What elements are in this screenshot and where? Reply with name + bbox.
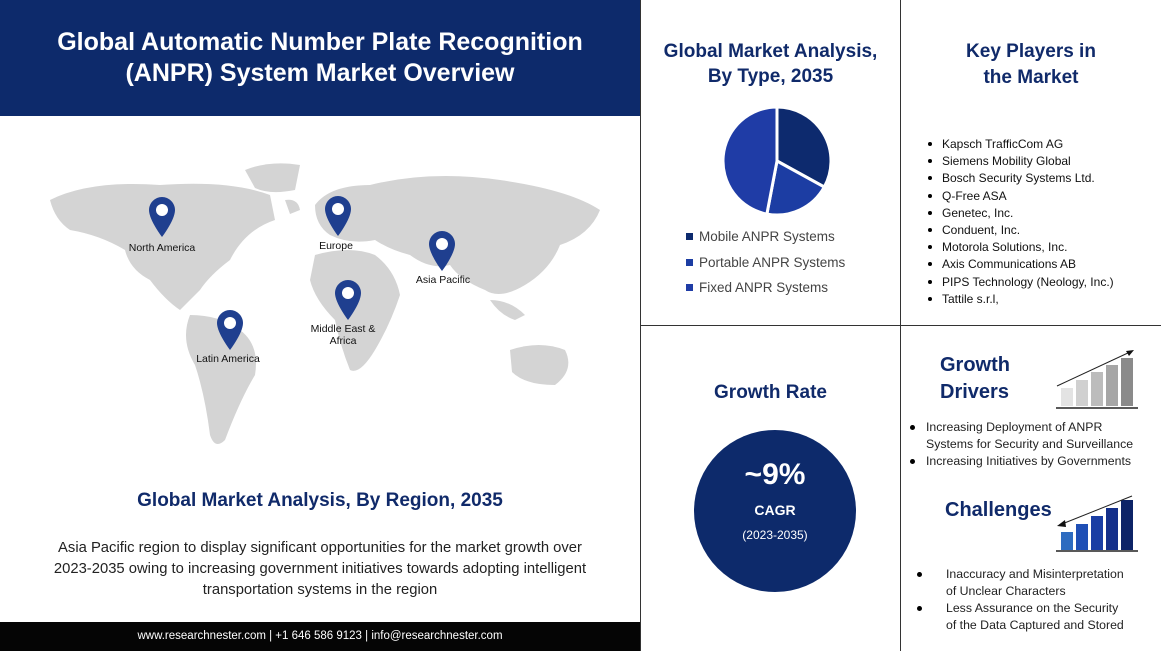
- title-line: By Type, 2035: [707, 66, 834, 87]
- key-player-item: Kapsch TrafficCom AG: [928, 136, 1114, 153]
- legend-label: Mobile ANPR Systems: [699, 229, 835, 244]
- title-line-1: Global Automatic Number Plate Recognitio…: [57, 28, 583, 56]
- item-line: Increasing Initiatives by Governments: [926, 454, 1132, 468]
- legend-swatch: [686, 258, 693, 266]
- region-label: Europe: [319, 240, 353, 252]
- key-player-item: Bosch Security Systems Ltd.: [928, 170, 1114, 187]
- challenges-list: Inaccuracy and Misinterpretation of Uncle…: [915, 566, 1124, 634]
- title-line: Key Players in: [966, 41, 1096, 62]
- growth-drivers-title: Growth Drivers: [940, 352, 1010, 406]
- legend-item: Fixed ANPR Systems: [686, 275, 845, 301]
- key-player-item: Axis Communications AB: [928, 256, 1114, 273]
- legend-item: Mobile ANPR Systems: [686, 224, 845, 250]
- pie-slice-fixed-anpr-systems: [721, 105, 779, 216]
- legend-label: Portable ANPR Systems: [699, 254, 846, 270]
- cagr-circle: ~9% CAGR (2023-2035): [694, 430, 856, 592]
- title-line: Growth: [940, 354, 1010, 376]
- item-line: Systems for Security and Surveillance: [926, 437, 1134, 451]
- key-player-item: PIPS Technology (Neology, Inc.): [928, 274, 1114, 291]
- map-pin-icon: [429, 231, 455, 271]
- cagr-period: (2023-2035): [742, 528, 808, 542]
- key-player-item: Conduent, Inc.: [928, 222, 1114, 239]
- key-player-item: Genetec, Inc.: [928, 205, 1114, 222]
- divider: [640, 325, 1161, 326]
- type-section-title: Global Market Analysis, By Type, 2035: [641, 39, 900, 89]
- key-player-item: Motorola Solutions, Inc.: [928, 239, 1114, 256]
- legend-item: Portable ANPR Systems: [686, 250, 845, 276]
- map-pin-icon: [149, 197, 175, 237]
- challenge-item: Less Assurance on the Security of the Dat…: [915, 600, 1124, 634]
- region-label: Latin America: [196, 353, 260, 365]
- cagr-value: ~9%: [744, 458, 806, 491]
- key-player-item: Q-Free ASA: [928, 188, 1114, 205]
- page-title: Global Automatic Number Plate Recognitio…: [0, 0, 640, 116]
- key-player-item: Siemens Mobility Global: [928, 153, 1114, 170]
- region-label: Middle East & Africa: [310, 323, 376, 347]
- map-pin-icon: [335, 280, 361, 320]
- region-label: Asia Pacific: [415, 274, 471, 286]
- legend-label: Fixed ANPR Systems: [699, 280, 829, 295]
- map-pin-icon: [325, 196, 351, 236]
- item-line: Less Assurance on the Security: [946, 601, 1119, 615]
- growth-chart-icon: [1056, 350, 1138, 409]
- item-line: of the Data Captured and Stored: [946, 618, 1124, 632]
- key-players-title: Key Players in the Market: [901, 39, 1161, 91]
- pie-legend: Mobile ANPR Systems Portable ANPR System…: [686, 224, 845, 301]
- world-map: [50, 163, 600, 444]
- item-line: Increasing Deployment of ANPR: [926, 420, 1103, 434]
- cagr-label: CAGR: [754, 502, 796, 518]
- pie-chart: [721, 105, 833, 217]
- pie-slice-portable-anpr-systems: [765, 158, 827, 217]
- key-players-list: Kapsch TrafficCom AG Siemens Mobility Glo…: [928, 136, 1114, 308]
- region-section-title: Global Market Analysis, By Region, 2035: [137, 490, 503, 511]
- legend-swatch: [686, 233, 693, 240]
- item-line: Inaccuracy and Misinterpretation: [946, 567, 1124, 581]
- title-line: Drivers: [940, 381, 1009, 403]
- title-line: the Market: [983, 67, 1079, 88]
- region-section-text: Asia Pacific region to display significa…: [53, 540, 587, 598]
- declining-chart-icon: [1056, 495, 1138, 552]
- key-player-item: Tattile s.r.l,: [928, 291, 1114, 308]
- challenges-title: Challenges: [945, 499, 1052, 521]
- footer-contact: www.researchnester.com | +1 646 586 9123…: [0, 622, 640, 651]
- region-label: North America: [128, 242, 196, 254]
- legend-swatch: [686, 284, 693, 291]
- item-line: of Unclear Characters: [946, 584, 1066, 598]
- growth-driver-item: Increasing Deployment of ANPR Systems for…: [908, 419, 1133, 453]
- map-pin-icon: [217, 310, 243, 350]
- growth-driver-item: Increasing Initiatives by Governments: [908, 453, 1133, 470]
- title-line: Global Market Analysis,: [663, 41, 878, 62]
- title-line-2: (ANPR) System Market Overview: [125, 59, 515, 87]
- challenge-item: Inaccuracy and Misinterpretation of Uncle…: [915, 566, 1124, 600]
- growth-rate-title: Growth Rate: [714, 382, 827, 403]
- growth-drivers-list: Increasing Deployment of ANPR Systems for…: [908, 419, 1133, 470]
